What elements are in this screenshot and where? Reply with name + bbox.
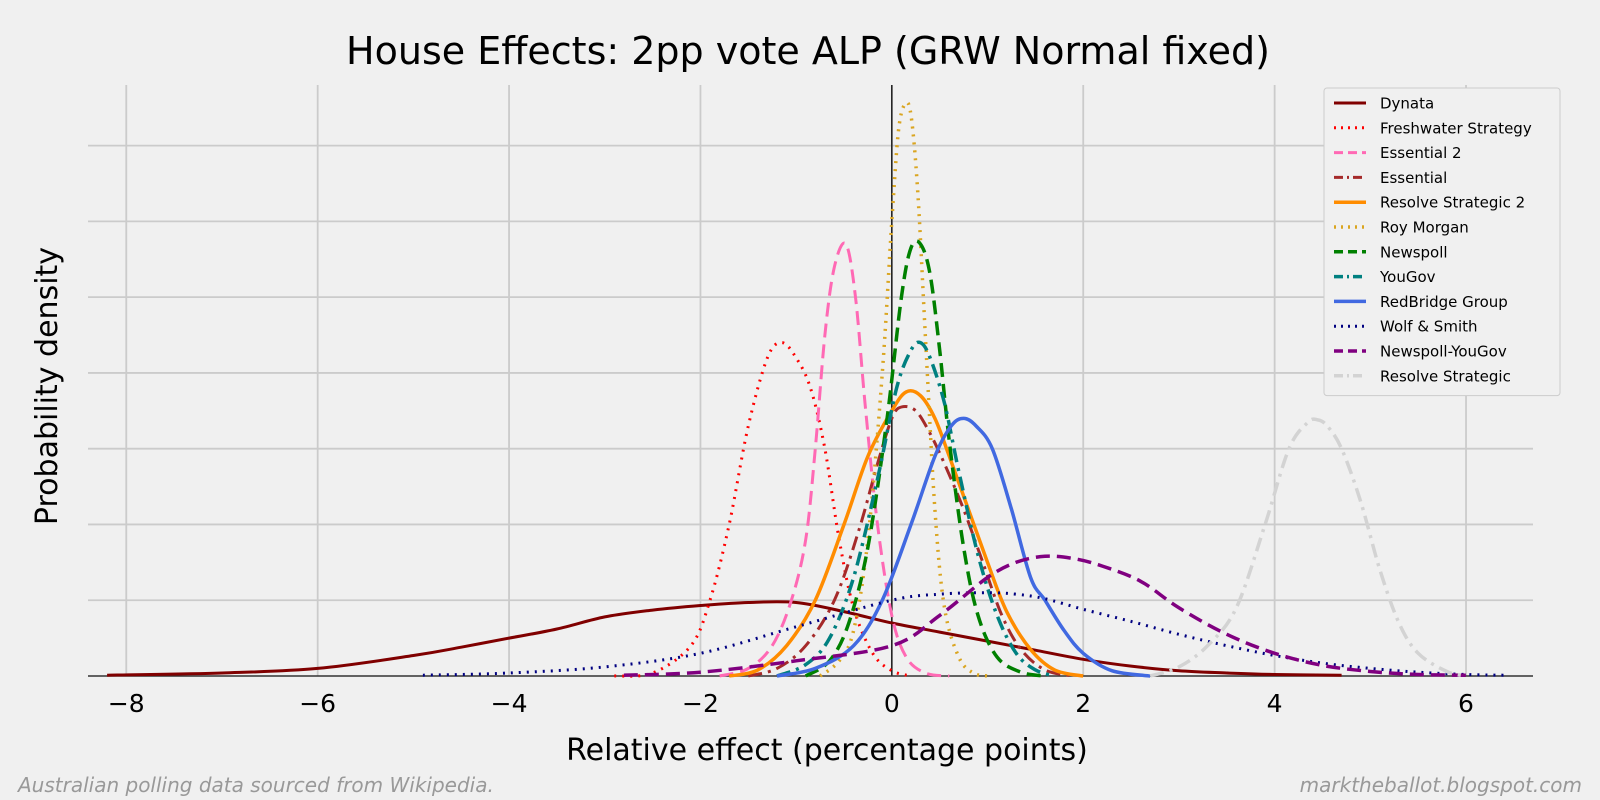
legend-label: Essential [1380, 169, 1447, 187]
y-axis-label: Probability density [30, 247, 65, 525]
legend-label: Newspoll-YouGov [1380, 343, 1507, 361]
grid [88, 85, 1533, 676]
legend-label: Resolve Strategic [1380, 367, 1511, 385]
legend-label: Essential 2 [1380, 144, 1462, 162]
x-axis-label: Relative effect (percentage points) [566, 733, 1088, 768]
series-line-resolve-strategic-2 [728, 389, 1084, 678]
chart-title: House Effects: 2pp vote ALP (GRW Normal … [346, 29, 1270, 73]
legend-box [1323, 87, 1561, 397]
legend-label: RedBridge Group [1380, 293, 1508, 311]
legend-label: Freshwater Strategy [1380, 119, 1532, 137]
series-line-newspoll [804, 239, 1046, 678]
legend-label: Roy Morgan [1380, 219, 1469, 237]
footer-site-credit: marktheballot.blogspot.com [1299, 773, 1582, 797]
footer-source-note: Australian polling data sourced from Wik… [18, 773, 494, 797]
series-line-freshwater-strategy [614, 341, 912, 678]
x-tick-labels: −8 −6 −4 −2 0 2 4 6 [108, 689, 1474, 718]
series-line-yougov [776, 340, 1056, 678]
x-tick-label: 6 [1458, 689, 1474, 718]
series-line-resolve-strategic [1149, 417, 1467, 678]
series-line-essential [747, 404, 1075, 678]
legend-label: Wolf & Smith [1380, 318, 1478, 336]
series-line-dynata [107, 600, 1342, 677]
legend-label: Newspoll [1380, 243, 1448, 261]
series-line-wolf-smith [422, 591, 1505, 677]
series-layer [107, 100, 1505, 678]
x-tick-label: 2 [1075, 689, 1091, 718]
legend-label: YouGov [1379, 268, 1436, 286]
x-tick-label: 4 [1267, 689, 1283, 718]
series-line-newspoll-yougov [623, 554, 1467, 677]
x-tick-label: −2 [682, 689, 719, 718]
series-line-redbridge-group [776, 416, 1151, 678]
legend-label: Resolve Strategic 2 [1380, 194, 1525, 212]
x-tick-label: −6 [299, 689, 336, 718]
x-tick-label: 0 [884, 689, 900, 718]
series-line-essential-2 [719, 241, 950, 678]
series-line-roy-morgan [819, 100, 988, 678]
legend: Dynata Freshwater Strategy Essential 2 Esse… [1323, 87, 1561, 397]
x-tick-label: −8 [108, 689, 145, 718]
legend-label: Dynata [1380, 95, 1434, 113]
x-tick-label: −4 [491, 689, 528, 718]
